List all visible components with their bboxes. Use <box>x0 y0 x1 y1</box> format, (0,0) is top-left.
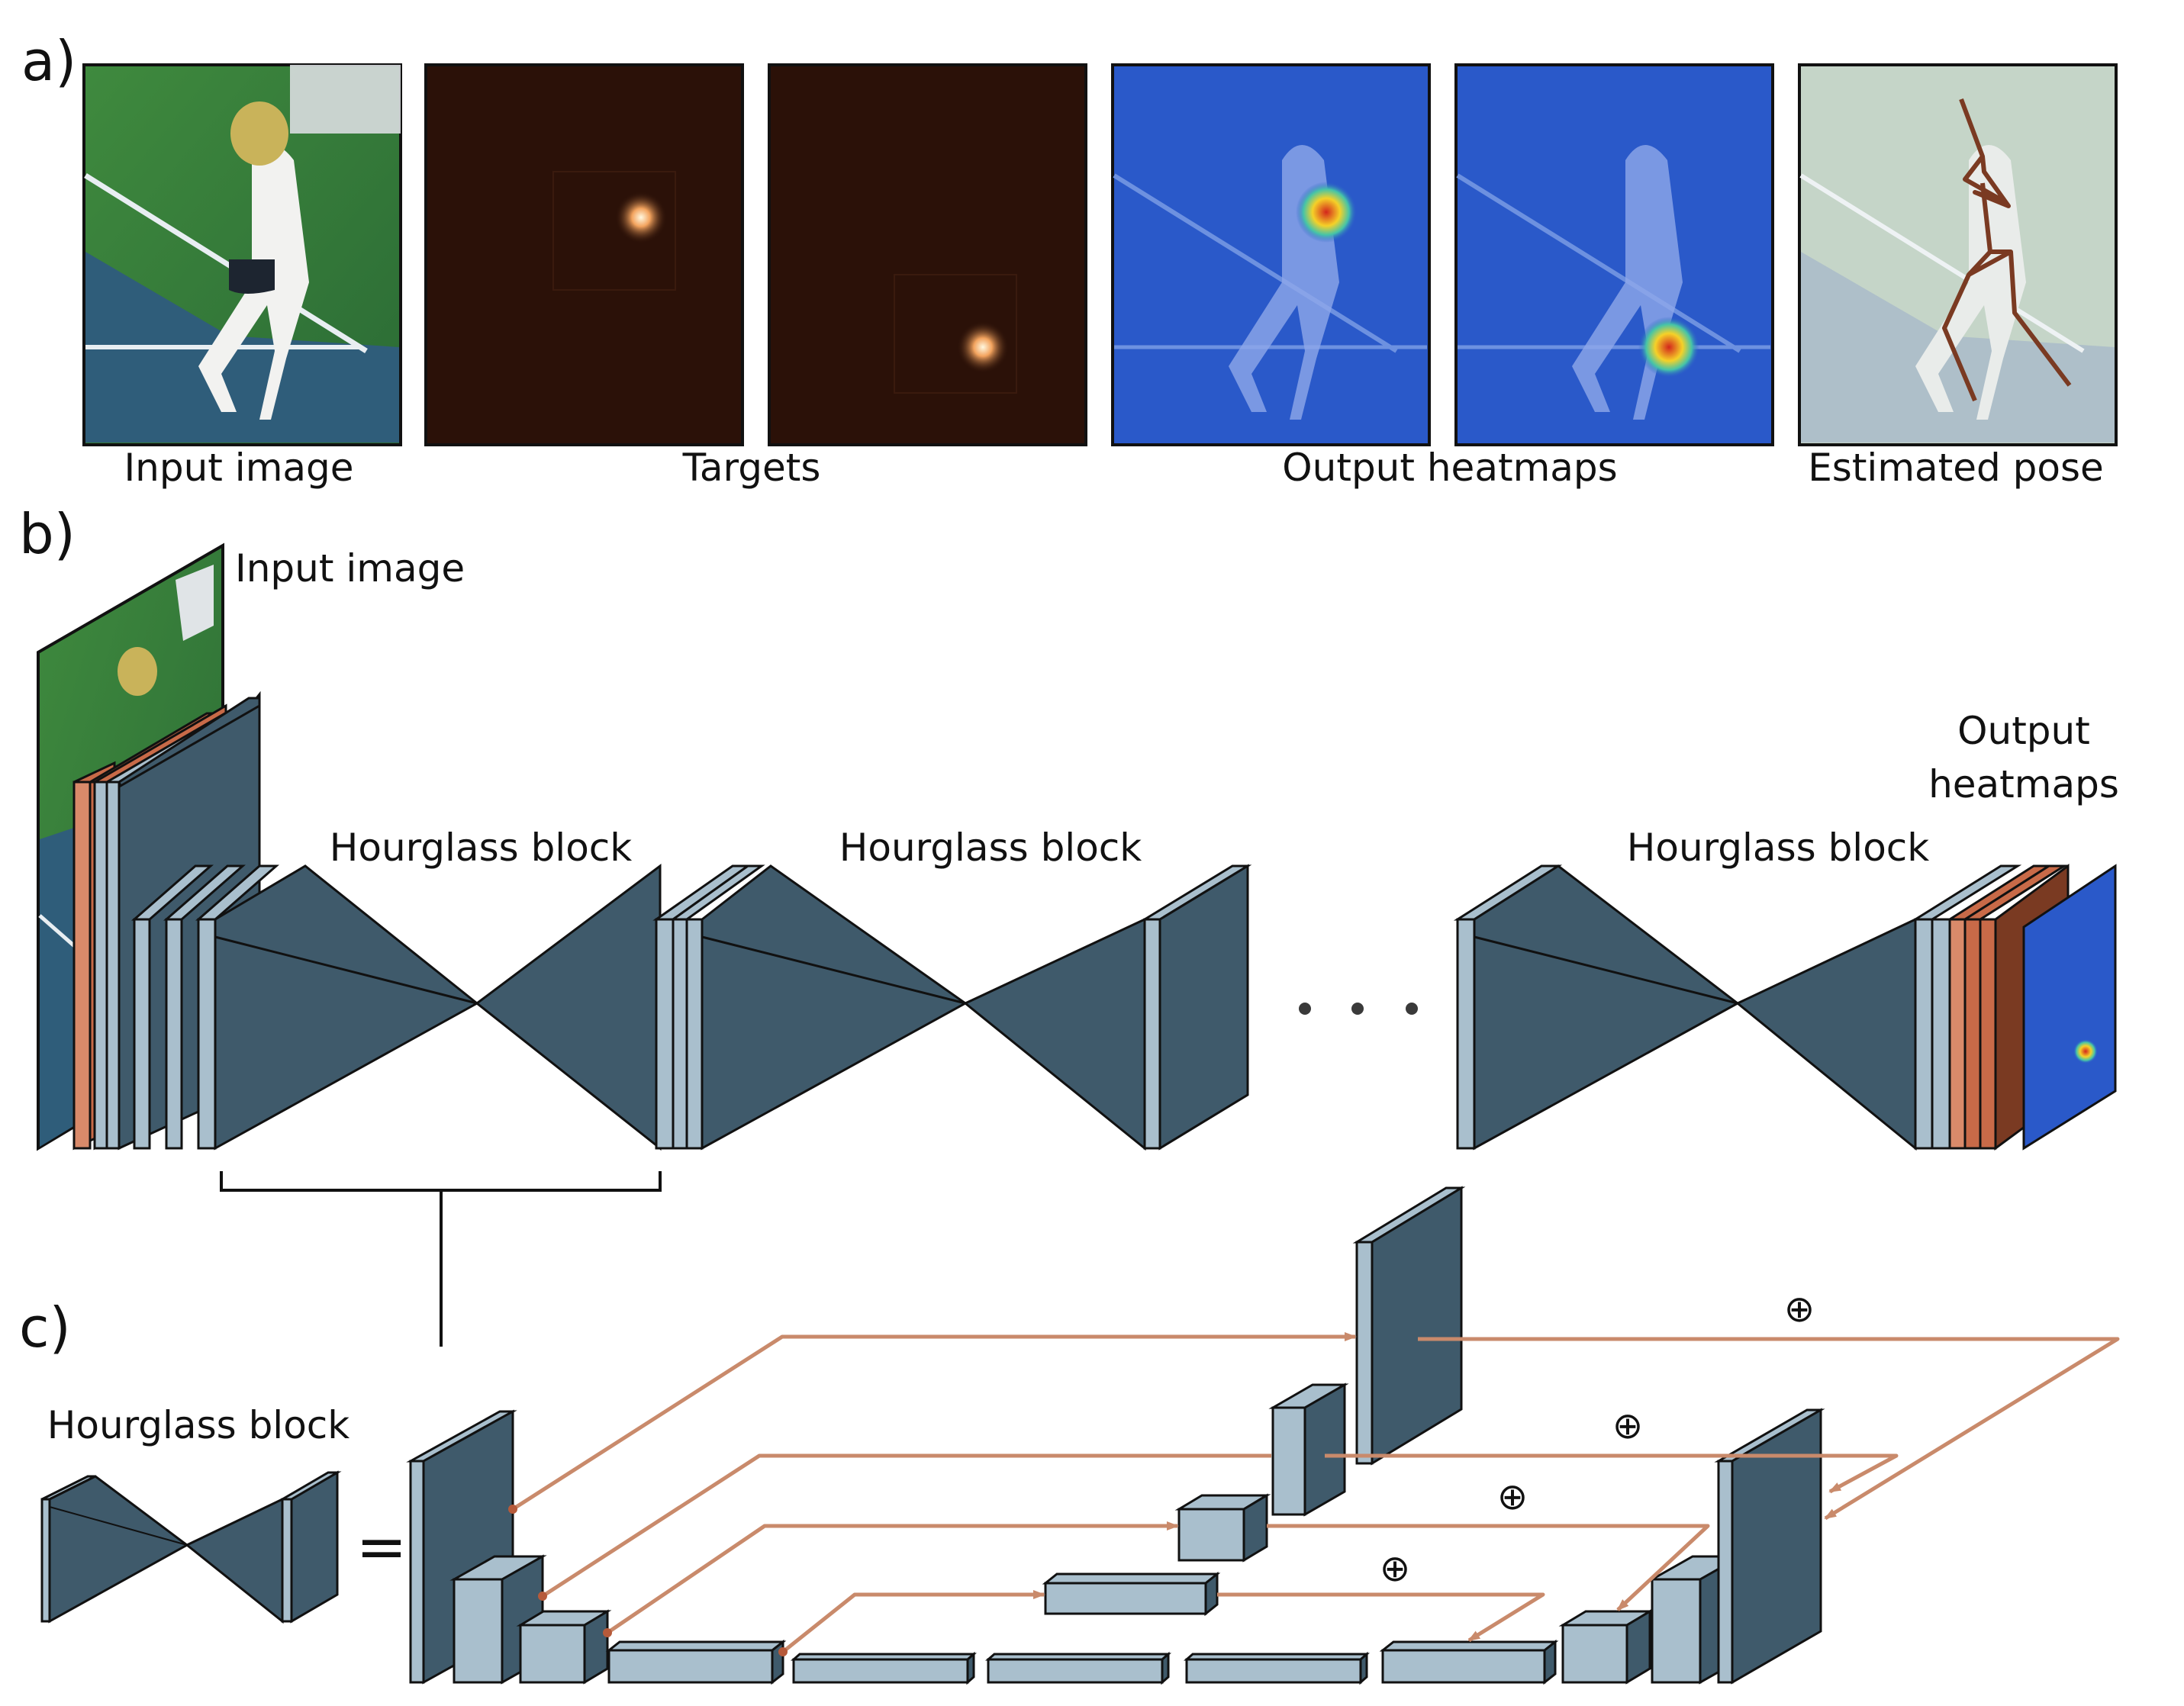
panel-b-label: b) <box>19 502 76 566</box>
add-symbol-3: ⊕ <box>1497 1476 1528 1518</box>
skip-connections <box>508 1332 2120 1656</box>
ellipsis-dots <box>1299 1003 1418 1015</box>
skip-connection-1 <box>508 1332 2120 1521</box>
addition-symbols: ⊕ ⊕ ⊕ ⊕ <box>1380 1288 1815 1590</box>
add-symbol-1: ⊕ <box>1784 1288 1815 1331</box>
output-heatmap-2 <box>1454 63 1774 446</box>
decoder-block-1 <box>1714 1408 1825 1685</box>
target-heatmap-2 <box>768 63 1087 446</box>
hourglass-block-2-label: Hourglass block <box>839 826 1142 870</box>
output-heatmaps-line1: Output <box>1957 709 2090 753</box>
hourglass-block-2 <box>669 864 1252 1151</box>
hourglass-block-legend-label: Hourglass block <box>47 1403 350 1447</box>
hourglass-block-1 <box>131 864 752 1151</box>
add-symbol-2: ⊕ <box>1612 1405 1643 1447</box>
output-heatmap-sheet <box>2022 864 2117 1151</box>
skip-connection-2 <box>538 1453 1899 1601</box>
hourglass-block-3 <box>1453 864 2022 1151</box>
skip-block-3 <box>1174 1493 1271 1563</box>
output-heatmaps-line2: heatmaps <box>1928 762 2119 806</box>
encoder-block-3 <box>516 1609 612 1685</box>
pose-skeleton <box>1942 98 2072 402</box>
panel-a-label: a) <box>21 29 76 93</box>
encoder-block-4 <box>605 1639 787 1685</box>
target-heatmap-1 <box>424 63 744 446</box>
skip-block-4 <box>1042 1571 1221 1617</box>
decoder-block-3 <box>1558 1609 1654 1685</box>
output-heatmaps-caption: Output heatmaps <box>1282 446 1617 490</box>
skip-block-1 <box>1352 1186 1466 1466</box>
input-image-photo <box>82 63 402 446</box>
decoder-block-4 <box>1379 1639 1559 1685</box>
hourglass-block-3-label: Hourglass block <box>1627 826 1930 870</box>
bottleneck-block-1 <box>791 1651 977 1685</box>
equals-sign: = <box>356 1511 407 1582</box>
estimated-pose-caption: Estimated pose <box>1808 446 2104 490</box>
skip-connection-3 <box>603 1521 1710 1637</box>
panel-b-input-image-label: Input image <box>235 546 465 591</box>
skip-connection-4 <box>778 1590 1545 1656</box>
zoom-bracket <box>220 1171 662 1347</box>
bottleneck-block-2 <box>985 1651 1171 1685</box>
estimated-pose-image <box>1798 63 2118 446</box>
targets-caption: Targets <box>682 446 821 490</box>
panel-c-label: c) <box>19 1296 71 1360</box>
hourglass-block-1-label: Hourglass block <box>330 826 633 870</box>
input-image-caption: Input image <box>124 446 353 490</box>
bottleneck-block-3 <box>1184 1651 1370 1685</box>
skip-block-2 <box>1268 1383 1349 1517</box>
add-symbol-4: ⊕ <box>1380 1547 1410 1590</box>
output-heatmap-1 <box>1111 63 1431 446</box>
mini-hourglass-icon <box>40 1470 342 1624</box>
